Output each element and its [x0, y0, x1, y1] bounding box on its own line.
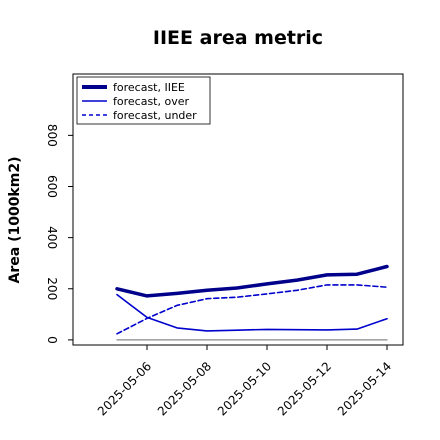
y-tick-label: 0 — [45, 336, 59, 344]
y-tick-label: 200 — [45, 277, 59, 300]
x-tick-label: 2025-05-08 — [155, 359, 214, 418]
x-tick-label: 2025-05-14 — [335, 359, 394, 418]
series-line-1 — [116, 293, 388, 332]
y-tick-label: 600 — [45, 175, 59, 198]
series-line-0 — [115, 264, 389, 298]
legend-label-iiee: forecast, IIEE — [113, 81, 185, 94]
x-tick-label: 2025-05-12 — [275, 359, 334, 418]
y-axis: 0 200 400 600 800 — [45, 124, 73, 344]
x-axis: 2025-05-06 2025-05-08 2025-05-10 2025-05-12… — [95, 345, 394, 418]
chart-title: IIEE area metric — [153, 27, 323, 49]
x-tick-label: 2025-05-06 — [95, 359, 154, 418]
series-layer — [115, 264, 389, 341]
y-tick-label: 400 — [45, 226, 59, 249]
legend: forecast, IIEE forecast, over forecast, … — [76, 76, 211, 125]
x-tick-label: 2025-05-10 — [215, 359, 274, 418]
legend-label-over: forecast, over — [113, 95, 189, 108]
legend-label-under: forecast, under — [113, 109, 197, 122]
y-tick-label: 800 — [45, 124, 59, 147]
y-axis-label: Area (1000km2) — [7, 157, 23, 284]
series-line-2 — [116, 284, 388, 335]
plot-area-frame — [72, 73, 404, 346]
